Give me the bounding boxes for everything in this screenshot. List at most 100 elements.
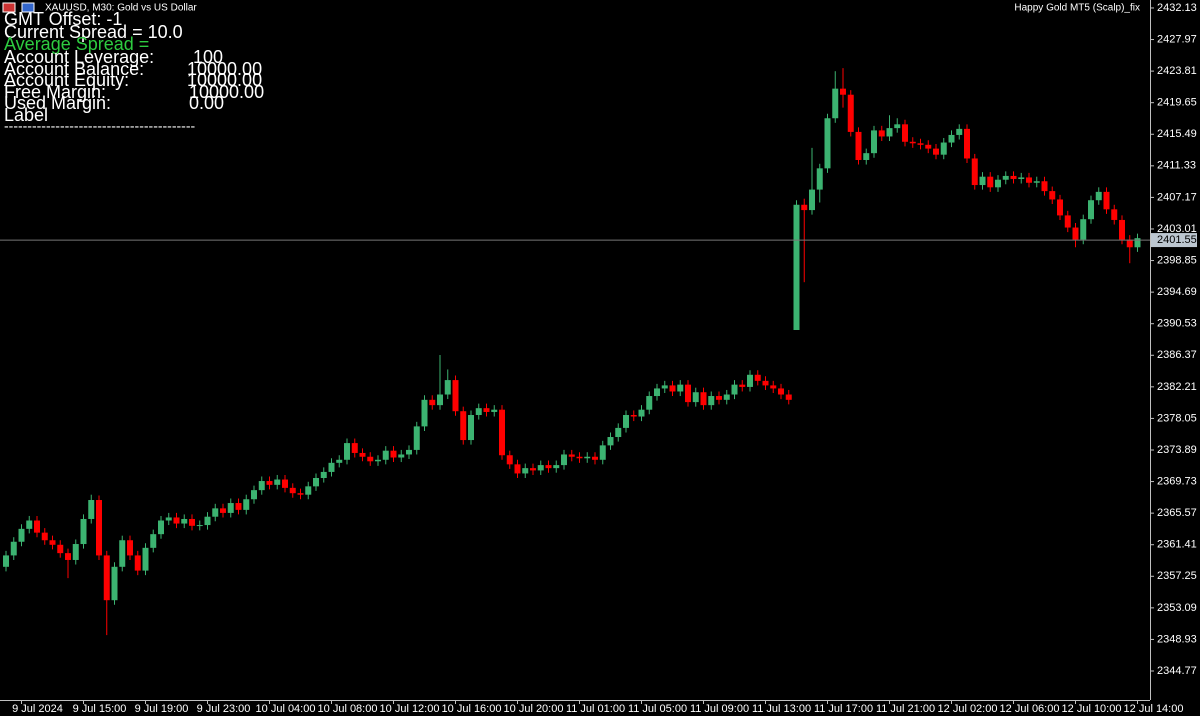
candle-body — [832, 88, 839, 119]
candle-body — [460, 411, 467, 441]
candle-body — [26, 520, 33, 529]
candle-body — [979, 176, 986, 186]
info-label: Label — [4, 105, 48, 125]
candle-body — [499, 409, 505, 456]
candle-body — [3, 555, 9, 567]
candle-body — [824, 118, 831, 169]
candle-body — [561, 454, 567, 466]
candle-body — [902, 124, 908, 142]
candle-body — [96, 500, 102, 556]
candle-body — [530, 468, 536, 471]
candle-body — [840, 88, 846, 95]
candle-body — [452, 380, 459, 412]
candle-body — [103, 555, 110, 601]
separator: ----------------------------------------… — [4, 118, 195, 134]
x-tick-label: 10 Jul 16:00 — [442, 703, 502, 715]
info-key: Free Margin: — [4, 82, 106, 102]
plot — [0, 68, 1150, 636]
candle-body — [413, 426, 420, 450]
candle-body — [809, 189, 815, 211]
candle-body — [65, 553, 71, 560]
x-tick-label: 10 Jul 20:00 — [504, 703, 564, 715]
candle-body — [894, 124, 901, 129]
candle-body — [421, 399, 428, 427]
candle-body — [654, 388, 660, 397]
candle-body — [390, 450, 397, 458]
x-tick-label: 11 Jul 21:00 — [876, 703, 935, 715]
candle-body — [398, 454, 405, 458]
candle-body — [816, 168, 823, 190]
candle-body — [158, 520, 164, 535]
candle-body — [878, 130, 885, 137]
candle-body — [150, 534, 157, 548]
candle-body — [964, 128, 970, 159]
x-tick-label: 12 Jul 10:00 — [1062, 703, 1122, 715]
candle-body — [235, 503, 242, 510]
candle-body — [1018, 177, 1025, 179]
candle-body — [537, 465, 544, 471]
candle-body — [88, 500, 95, 519]
x-tick-label: 9 Jul 19:00 — [135, 703, 189, 715]
candle-body — [49, 540, 56, 545]
candle-body — [607, 437, 614, 446]
candle-body — [266, 481, 273, 485]
candle-body — [196, 525, 203, 527]
candle-body — [545, 465, 552, 469]
candle-body — [181, 518, 188, 524]
candle-body — [1134, 238, 1141, 248]
candle-body — [297, 493, 304, 495]
x-tick-label: 11 Jul 01:00 — [566, 703, 625, 715]
y-tick-label: 2361.41 — [1157, 539, 1197, 551]
candle-body — [243, 499, 250, 510]
candle-body — [785, 394, 792, 400]
info-key: Account Balance: — [4, 59, 144, 79]
candle-body — [165, 517, 172, 521]
candle-body — [351, 443, 358, 453]
y-tick-label: 2423.81 — [1157, 65, 1197, 77]
candle-body — [661, 385, 668, 389]
candle-body — [468, 415, 474, 441]
candle-body — [886, 128, 893, 137]
candle-body — [987, 176, 994, 188]
candle-body — [723, 394, 730, 400]
y-tick-label: 2419.65 — [1157, 97, 1197, 109]
candle-body — [847, 94, 854, 132]
candle-body — [72, 544, 79, 560]
candle-body — [111, 566, 118, 601]
x-tick-label: 11 Jul 17:00 — [814, 703, 873, 715]
candle-body — [917, 143, 924, 145]
candle-body — [522, 468, 529, 474]
candle-body — [320, 471, 327, 479]
candle-body — [1111, 209, 1118, 220]
candle-body — [995, 179, 1001, 188]
candle-body — [630, 415, 637, 417]
candle-body — [1064, 215, 1071, 228]
candle-body — [568, 454, 575, 457]
y-tick-label: 2403.01 — [1157, 223, 1197, 235]
x-tick-label: 11 Jul 05:00 — [628, 703, 687, 715]
candle-body — [289, 487, 296, 494]
y-tick-label: 2390.53 — [1157, 318, 1197, 330]
y-tick-label: 2427.97 — [1157, 33, 1197, 45]
candle-body — [801, 204, 808, 211]
candle-body — [313, 478, 319, 487]
x-tick-label: 9 Jul 15:00 — [73, 703, 127, 715]
x-tick-label: 12 Jul 02:00 — [938, 703, 998, 715]
candle-body — [1088, 200, 1094, 220]
x-tick-label: 12 Jul 14:00 — [1124, 703, 1184, 715]
candle-body — [80, 518, 87, 545]
candle-body — [437, 394, 443, 406]
candle-body — [762, 380, 769, 386]
candle-body — [475, 408, 482, 416]
candle-body — [444, 380, 451, 395]
candle-body — [1072, 227, 1079, 240]
candle-body — [134, 555, 141, 571]
info-key: Account Equity: — [4, 70, 129, 90]
candle-body — [142, 547, 149, 571]
candle-body — [336, 459, 343, 463]
info-value: 10000.00 — [189, 82, 264, 102]
y-tick-label: 2382.21 — [1157, 381, 1197, 393]
gmt-offset: GMT Offset: -1 — [4, 9, 122, 29]
candle-body — [119, 540, 126, 567]
